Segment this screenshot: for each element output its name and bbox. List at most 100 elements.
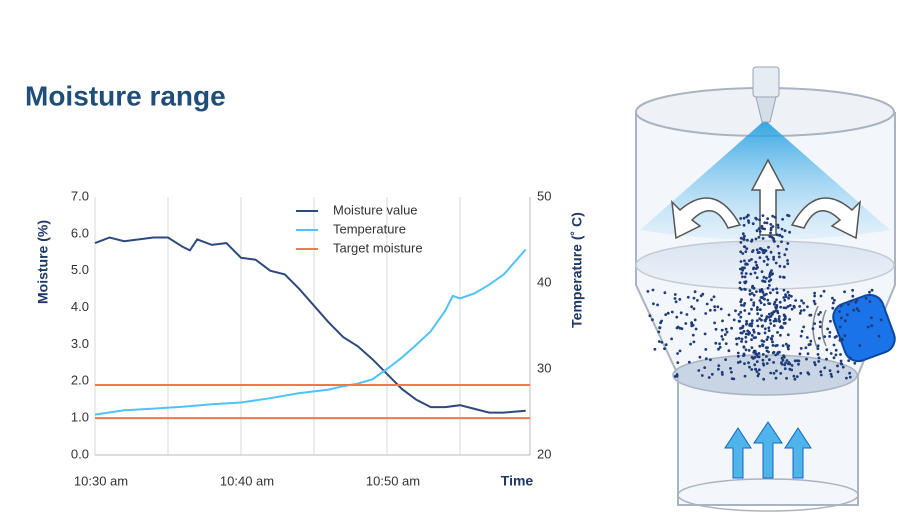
particle [693, 318, 697, 322]
particle [834, 348, 838, 352]
particle [786, 242, 790, 245]
particle [757, 372, 761, 376]
particle [772, 371, 776, 375]
particle [707, 376, 711, 379]
particle [765, 276, 768, 280]
particle [742, 216, 746, 220]
particle [663, 291, 667, 295]
particle [828, 335, 831, 338]
particle [800, 329, 804, 333]
y-tick-label: 2.0 [71, 373, 89, 388]
particle [692, 307, 696, 311]
particle [775, 298, 778, 302]
particle [750, 319, 754, 322]
particle [771, 288, 775, 292]
particle [819, 370, 823, 374]
particle [776, 223, 780, 227]
particle [806, 352, 810, 356]
particle [772, 324, 776, 327]
particle [848, 371, 851, 375]
particle [818, 325, 822, 329]
particle [774, 376, 778, 380]
particle [685, 313, 689, 316]
particle [739, 315, 743, 319]
particle [750, 322, 754, 325]
particle [747, 349, 751, 352]
particle [735, 337, 738, 341]
particle [799, 347, 803, 350]
particle [752, 266, 756, 270]
particle [836, 364, 839, 368]
particle [758, 317, 762, 321]
particle [761, 237, 765, 240]
particle [769, 228, 773, 232]
particle [788, 362, 792, 366]
particle [752, 336, 756, 340]
particle [760, 296, 764, 299]
particle [653, 347, 657, 351]
particle [772, 361, 775, 364]
particle [870, 324, 874, 328]
particle [868, 290, 871, 294]
particle [819, 311, 822, 314]
particle [724, 358, 727, 361]
particle [782, 288, 786, 292]
particle [760, 270, 764, 273]
particle [721, 319, 724, 323]
particle [744, 340, 748, 344]
particle [778, 315, 781, 318]
particle [676, 352, 679, 355]
particle [848, 375, 852, 379]
particle [855, 307, 859, 311]
particle [753, 363, 757, 367]
particle [705, 302, 709, 306]
particle [755, 290, 758, 293]
particle [720, 371, 724, 374]
particle [779, 305, 783, 309]
particle [772, 310, 776, 314]
particle [690, 321, 693, 325]
particle [720, 335, 724, 338]
particle [738, 281, 742, 284]
particle [847, 359, 851, 362]
particle [804, 346, 808, 350]
particle [718, 342, 721, 346]
particle [739, 236, 743, 240]
particle [826, 327, 830, 331]
particle [744, 332, 748, 336]
particle [721, 338, 725, 341]
particle [763, 221, 767, 225]
particle [741, 232, 745, 236]
y2-tick-label: 20 [537, 446, 551, 461]
particle [743, 374, 747, 378]
particle [758, 344, 762, 348]
y-tick-label: 0.0 [71, 446, 89, 461]
particle [769, 371, 773, 375]
particle [825, 357, 828, 361]
y-tick-label: 7.0 [71, 188, 89, 203]
particle [788, 230, 791, 234]
particle [700, 374, 704, 377]
particle [769, 278, 773, 282]
particle [675, 315, 679, 319]
particle [657, 340, 661, 343]
particle [855, 298, 859, 302]
particle [853, 361, 857, 365]
particle [713, 305, 716, 308]
particle [763, 227, 766, 231]
particle [778, 275, 782, 279]
particle [775, 233, 779, 237]
particle [767, 315, 771, 319]
particle [652, 302, 655, 306]
particle [646, 290, 650, 293]
particle [770, 269, 773, 272]
particle [851, 294, 855, 298]
particle [678, 349, 682, 353]
particle [813, 302, 817, 306]
dryer-illustration [635, 66, 896, 512]
particle [836, 370, 840, 374]
particle [745, 247, 749, 251]
particle [712, 295, 716, 299]
particle [750, 368, 754, 371]
